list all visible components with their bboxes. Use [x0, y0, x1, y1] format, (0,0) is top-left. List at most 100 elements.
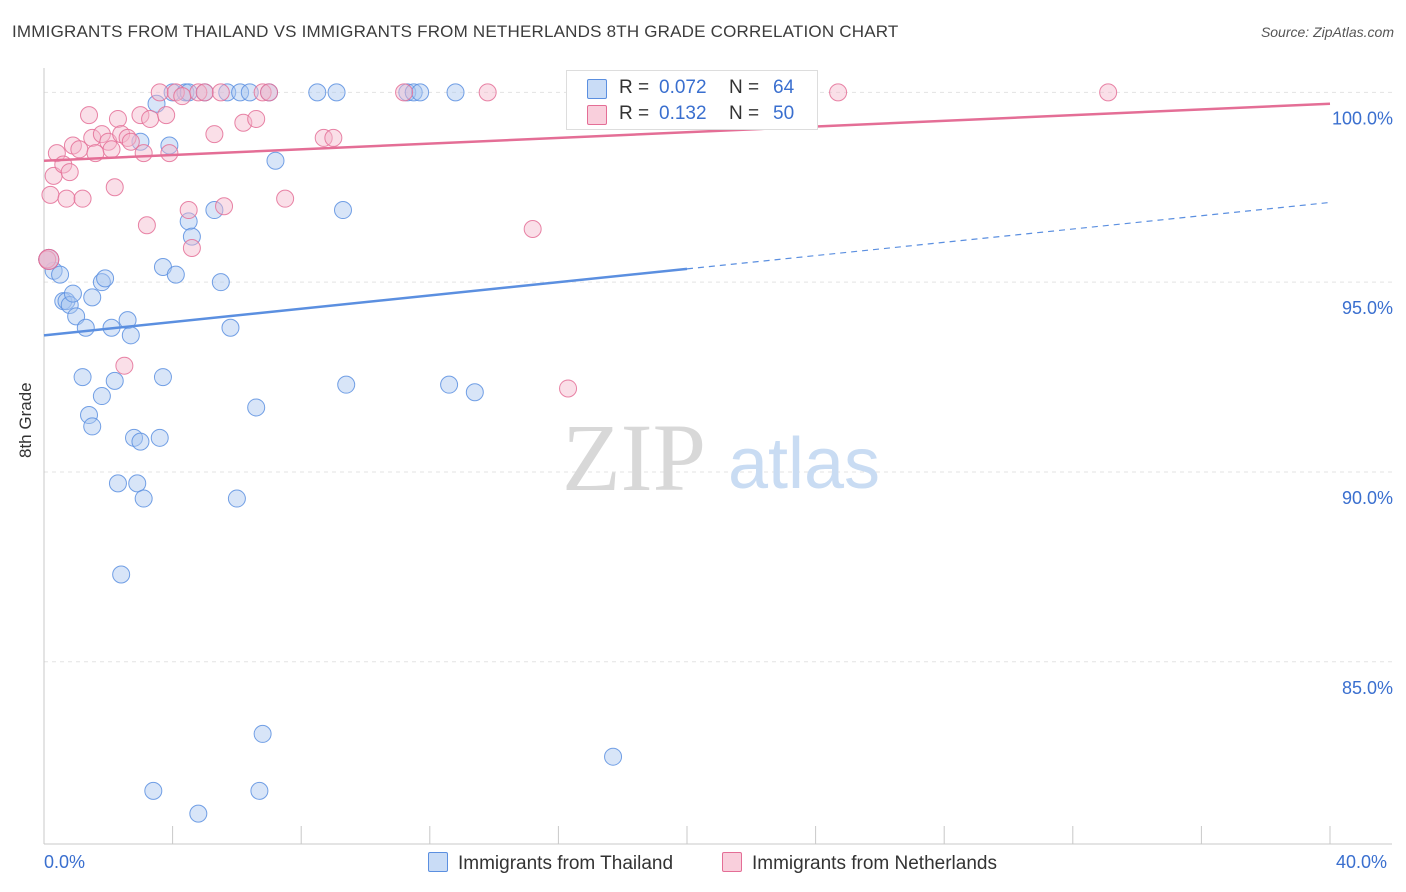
- data-point-netherlands: [57, 189, 76, 208]
- data-point-thailand: [205, 201, 224, 220]
- data-point-netherlands: [80, 106, 99, 125]
- data-point-thailand: [227, 489, 246, 508]
- bottom-legend-swatch-thailand: [428, 852, 448, 872]
- data-point-netherlands: [247, 109, 266, 128]
- data-point-netherlands: [115, 356, 134, 375]
- data-point-thailand: [327, 83, 346, 102]
- data-point-netherlands: [195, 83, 214, 102]
- data-point-thailand: [153, 368, 172, 387]
- data-point-thailand: [92, 387, 111, 406]
- data-point-thailand: [189, 804, 208, 823]
- data-point-thailand: [118, 311, 137, 330]
- legend-n-label: N =: [729, 103, 760, 124]
- legend-r-label: R =: [619, 103, 650, 124]
- data-point-netherlands: [157, 106, 176, 125]
- data-point-netherlands: [215, 197, 234, 216]
- data-point-netherlands: [314, 128, 333, 147]
- y-tick-label: 85.0%: [1342, 678, 1393, 698]
- data-point-netherlands: [92, 125, 111, 144]
- data-point-netherlands: [829, 83, 848, 102]
- data-point-netherlands: [211, 83, 230, 102]
- data-point-netherlands: [102, 140, 121, 159]
- data-point-thailand: [76, 318, 95, 337]
- data-point-thailand: [266, 151, 285, 170]
- data-point-netherlands: [131, 106, 150, 125]
- y-tick-label: 90.0%: [1342, 488, 1393, 508]
- gridlines: [44, 91, 1392, 663]
- trend-line-thailand: [43, 267, 688, 337]
- data-point-thailand: [121, 326, 140, 345]
- data-point-netherlands: [121, 132, 140, 151]
- data-point-thailand: [105, 371, 124, 390]
- data-point-thailand: [63, 284, 82, 303]
- data-point-thailand: [411, 83, 430, 102]
- data-point-netherlands: [137, 216, 156, 235]
- data-point-netherlands: [559, 379, 578, 398]
- legend-n-value-thailand: 64: [773, 77, 795, 98]
- axes: [43, 68, 1392, 845]
- data-point-thailand: [404, 83, 423, 102]
- legend-r-value-thailand: 0.072: [659, 77, 707, 98]
- data-point-netherlands: [523, 220, 542, 239]
- data-point-netherlands: [108, 109, 127, 128]
- bottom-legend-thailand: Immigrants from Thailand: [428, 852, 673, 875]
- series-thailand-points: [38, 83, 658, 823]
- data-point-thailand: [108, 474, 127, 493]
- chart-title: IMMIGRANTS FROM THAILAND VS IMMIGRANTS F…: [12, 22, 899, 41]
- data-point-netherlands: [260, 83, 279, 102]
- trend-lines: [43, 102, 1331, 337]
- y-tick-labels: 85.0% 90.0% 95.0% 100.0%: [1332, 108, 1393, 697]
- data-point-thailand: [308, 83, 327, 102]
- data-point-netherlands: [60, 163, 79, 182]
- data-point-netherlands: [173, 87, 192, 106]
- data-point-netherlands: [41, 185, 60, 204]
- data-point-thailand: [131, 432, 150, 451]
- trend-line-thailand-dashed: [686, 201, 1331, 270]
- data-point-thailand: [221, 318, 240, 337]
- bottom-legend-swatch-netherlands: [722, 852, 742, 872]
- data-point-thailand: [333, 201, 352, 220]
- data-point-netherlands: [160, 144, 179, 163]
- data-point-netherlands: [105, 178, 124, 197]
- data-point-thailand: [231, 83, 250, 102]
- y-tick-label: 95.0%: [1342, 298, 1393, 318]
- data-point-thailand: [446, 83, 465, 102]
- trend-line-netherlands: [43, 102, 1331, 162]
- y-axis-label: 8th Grade: [16, 382, 35, 458]
- data-point-thailand: [83, 288, 102, 307]
- watermark-atlas: atlas: [728, 424, 880, 504]
- data-point-thailand: [253, 724, 272, 743]
- data-point-thailand: [440, 375, 459, 394]
- watermark-zip: ZIP: [562, 404, 706, 511]
- data-point-thailand: [134, 489, 153, 508]
- data-point-netherlands: [253, 83, 272, 102]
- data-point-thailand: [144, 781, 163, 800]
- data-point-thailand: [112, 565, 131, 584]
- data-point-netherlands: [150, 83, 169, 102]
- data-point-thailand: [604, 747, 623, 766]
- data-point-thailand: [250, 781, 269, 800]
- data-point-netherlands: [276, 189, 295, 208]
- data-point-netherlands: [205, 125, 224, 144]
- series-netherlands-points: [38, 83, 1118, 398]
- legend-n-value-netherlands: 50: [773, 103, 795, 124]
- data-point-thailand: [51, 265, 70, 284]
- legend-swatch-thailand: [587, 79, 607, 99]
- bottom-legend-label-netherlands: Immigrants from Netherlands: [752, 853, 997, 874]
- legend-n-label: N =: [729, 77, 760, 98]
- data-point-thailand: [211, 273, 230, 292]
- data-point-netherlands: [324, 128, 343, 147]
- data-point-thailand: [240, 83, 259, 102]
- data-point-thailand: [218, 83, 237, 102]
- x-tick-label-max: 40.0%: [1336, 852, 1388, 872]
- data-point-netherlands: [141, 109, 160, 128]
- data-point-thailand: [73, 368, 92, 387]
- bottom-legend-netherlands: Immigrants from Netherlands: [722, 852, 997, 875]
- data-point-thailand: [247, 398, 266, 417]
- x-tick-label-min: 0.0%: [44, 852, 86, 872]
- data-point-netherlands: [73, 189, 92, 208]
- data-point-thailand: [337, 375, 356, 394]
- bottom-legend-label-thailand: Immigrants from Thailand: [458, 853, 674, 874]
- legend-r-value-netherlands: 0.132: [659, 103, 707, 124]
